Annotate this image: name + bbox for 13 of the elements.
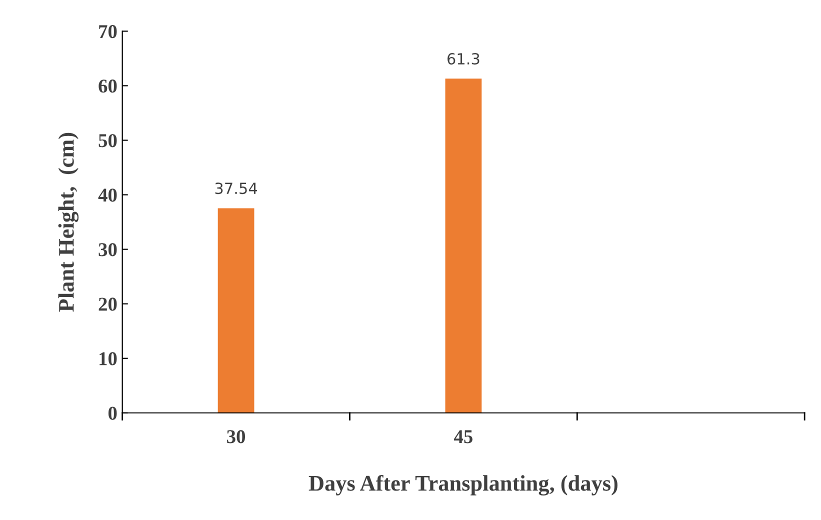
y-tick-label: 70 <box>99 25 117 38</box>
y-tick-label: 30 <box>98 243 117 256</box>
y-tick-label: 0 <box>108 406 117 420</box>
y-tick-label: 60 <box>98 80 117 93</box>
y-tick-label: 20 <box>98 298 117 311</box>
data-label: 37.54 <box>215 182 258 194</box>
y-axis-title: Plant Height, (cm) <box>58 132 79 312</box>
x-tick-label: 45 <box>454 430 472 444</box>
y-tick-label: 40 <box>98 188 117 202</box>
y-tick-label: 10 <box>100 352 117 366</box>
x-axis-title: Days After Transplanting, (days) <box>308 474 618 496</box>
y-tick-label: 50 <box>98 134 117 148</box>
data-label: 61.3 <box>448 53 480 65</box>
